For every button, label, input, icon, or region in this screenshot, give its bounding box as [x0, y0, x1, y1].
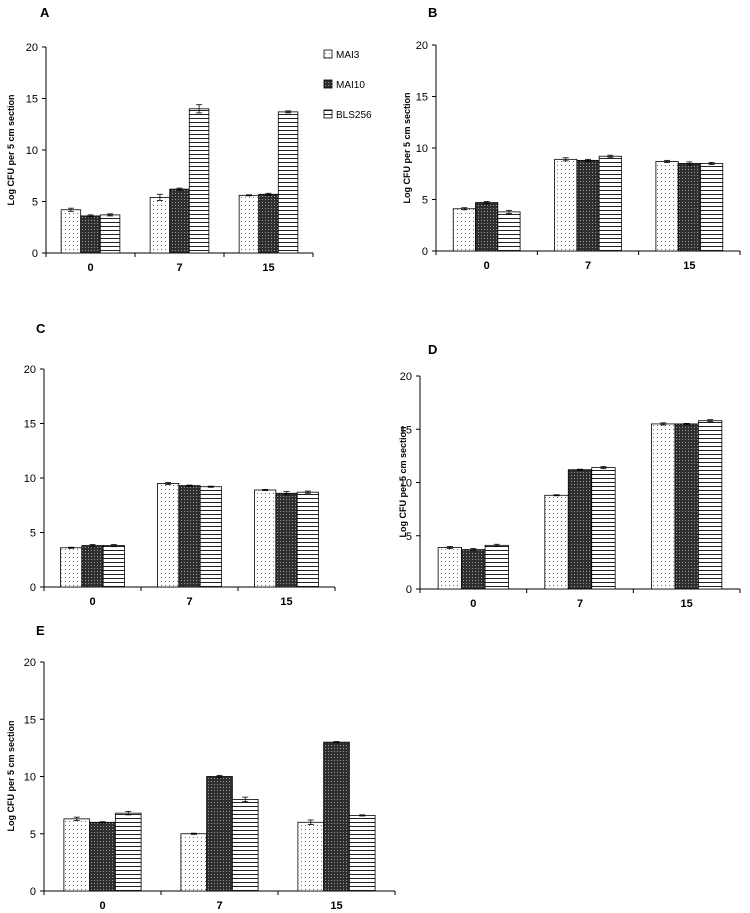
chart-d-svg: D Log CFU per 5 cm section 0 5 10 15 20 0 7 15: [398, 342, 741, 610]
x-category-label: 0: [470, 598, 476, 610]
legend-label: MAI10: [336, 80, 365, 91]
y-tick-label: 0: [32, 248, 38, 260]
panel-letter-a: A: [40, 5, 50, 20]
y-tick-label: 10: [24, 473, 36, 485]
bar-series-3: [484, 544, 509, 590]
chart-c-svg: C 0 5 10 15 20 0 7 15: [24, 321, 336, 608]
chart-e-svg: E Log CFU per 5 cm section 0 5 10 15 20 0 7 15: [6, 623, 396, 912]
x-category-label: 7: [216, 900, 222, 912]
y-tick-label: 0: [30, 582, 36, 594]
bar-series-3: [591, 467, 616, 590]
y-axis-title: Log CFU per 5 cm section: [6, 94, 16, 205]
panel-letter-c: C: [36, 321, 46, 336]
bar-series-1: [544, 494, 569, 590]
x-category-label: 7: [176, 262, 182, 274]
y-tick-label: 20: [24, 657, 36, 669]
chart-panel-b: B Log CFU per 5 cm section 0 5 10 15 20 0 7 15: [0, 0, 750, 290]
y-tick-label: 20: [24, 364, 36, 376]
bar-series-2: [461, 549, 486, 590]
bar-series-1: [180, 833, 208, 892]
panel-letter-b: B: [428, 5, 437, 20]
y-tick-label: 5: [422, 195, 428, 207]
y-tick-label: 20: [26, 42, 38, 54]
x-category-label: 0: [89, 596, 95, 608]
x-category-label: 15: [683, 260, 695, 272]
legend-label: MAI3: [336, 50, 360, 61]
y-tick-label: 10: [24, 772, 36, 784]
y-tick-label: 10: [26, 145, 38, 157]
y-tick-label: 0: [30, 886, 36, 898]
y-tick-label: 20: [400, 371, 412, 383]
x-category-label: 15: [681, 598, 693, 610]
y-tick-label: 5: [32, 197, 38, 209]
y-axis-title: Log CFU per 5 cm section: [402, 92, 412, 203]
x-category-label: 15: [262, 262, 274, 274]
bar-series-1: [297, 821, 325, 892]
bar-series-3: [348, 815, 376, 892]
chart-b-svg: B Log CFU per 5 cm section 0 5 10 15 20 0 7 15: [402, 5, 741, 272]
chart-panel-a: A Log CFU per 5 cm section 0 5 10 15 20 0 7 15 MAI…: [0, 0, 375, 290]
bar-series-2: [567, 469, 593, 590]
x-category-label: 7: [186, 596, 192, 608]
bar-series-3: [698, 420, 723, 590]
bar-series-1: [63, 818, 91, 892]
x-category-label: 0: [99, 900, 105, 912]
chart-panel-c: C 0 5 10 15 20 0 7 15: [0, 0, 375, 630]
bar-series-2: [323, 741, 350, 892]
bar-series-1: [437, 547, 462, 590]
y-axis-title: Log CFU per 5 cm section: [398, 426, 408, 537]
legend-swatch: [323, 109, 333, 119]
x-category-label: 7: [577, 598, 583, 610]
panel-letter-e: E: [36, 623, 45, 638]
bar-series-2: [674, 423, 699, 590]
x-category-label: 15: [330, 900, 342, 912]
y-tick-label: 5: [406, 531, 412, 543]
y-tick-label: 15: [26, 94, 38, 106]
legend-swatch: [323, 49, 333, 59]
legend-swatch: [323, 79, 333, 89]
x-category-label: 7: [585, 260, 591, 272]
x-category-label: 0: [87, 262, 93, 274]
x-category-label: 15: [280, 596, 292, 608]
y-tick-label: 5: [30, 829, 36, 841]
chart-a-svg: A Log CFU per 5 cm section 0 5 10 15 20 0 7 15 MAI…: [6, 5, 372, 274]
y-tick-label: 0: [406, 584, 412, 596]
y-tick-label: 10: [416, 143, 428, 155]
bar-series-3: [114, 812, 142, 892]
bar-series-3: [231, 799, 259, 892]
bar-series-2: [89, 821, 116, 892]
chart-panel-e: E Log CFU per 5 cm section 0 5 10 15 20 0 7 15: [6, 623, 396, 912]
panel-letter-d: D: [428, 342, 437, 357]
bar-series-2: [206, 776, 233, 892]
y-tick-label: 15: [24, 419, 36, 431]
y-tick-label: 15: [24, 714, 36, 726]
y-tick-label: 20: [416, 40, 428, 52]
y-tick-label: 15: [400, 424, 412, 436]
y-axis-title: Log CFU per 5 cm section: [6, 720, 16, 831]
y-tick-label: 5: [30, 528, 36, 540]
legend-label: BLS256: [336, 110, 372, 121]
y-tick-label: 0: [422, 246, 428, 258]
y-tick-label: 10: [400, 478, 412, 490]
x-category-label: 0: [484, 260, 490, 272]
bar-series-1: [651, 423, 676, 590]
chart-panel-d: D Log CFU per 5 cm section 0 5 10 15 20 0 7 15: [398, 342, 741, 610]
y-tick-label: 15: [416, 92, 428, 104]
